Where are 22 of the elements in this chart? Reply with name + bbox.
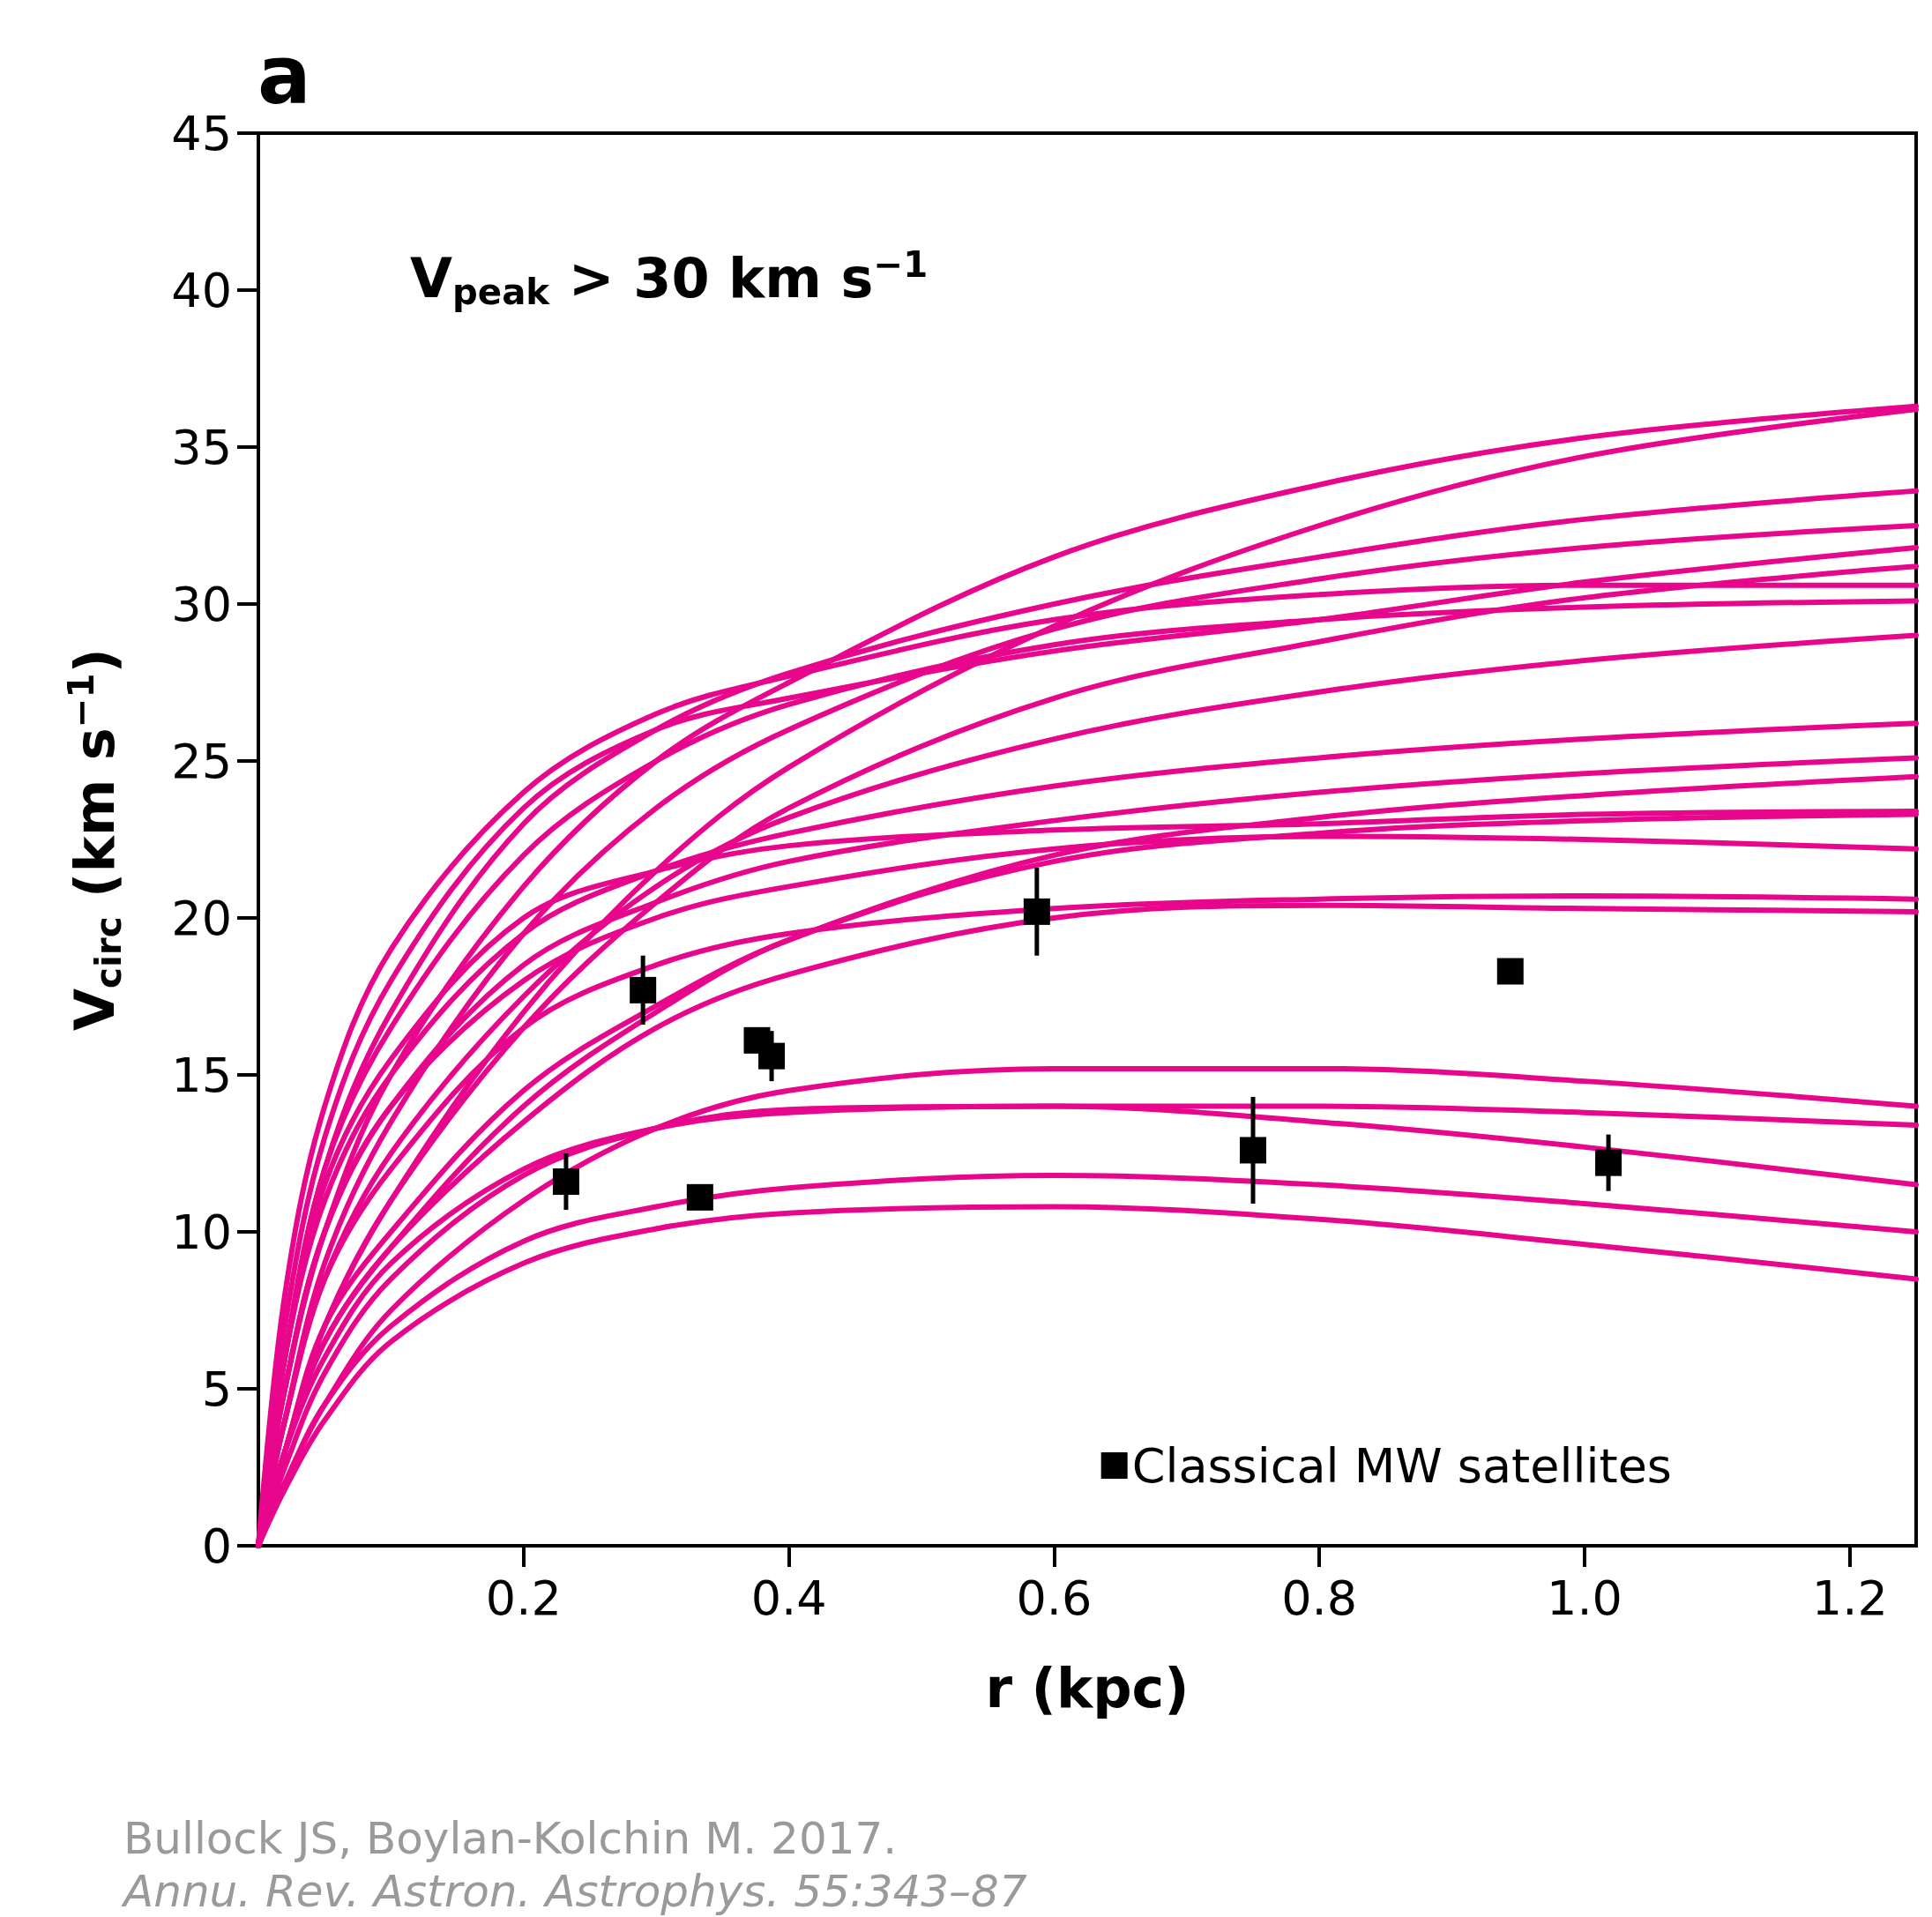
y-tick-label: 10 bbox=[171, 1204, 232, 1260]
x-tick-label: 0.8 bbox=[1281, 1570, 1358, 1626]
legend-label: Classical MW satellites bbox=[1131, 1437, 1672, 1494]
x-tick-label: 0.4 bbox=[750, 1570, 827, 1626]
text: a bbox=[257, 28, 311, 122]
y-tick-label: 35 bbox=[171, 419, 232, 475]
y-axis-title: Vcirc (km s−1) bbox=[60, 648, 130, 1031]
y-tick-label: 30 bbox=[171, 576, 232, 632]
x-tick-label: 0.2 bbox=[485, 1570, 562, 1626]
x-tick-label: 0.6 bbox=[1016, 1570, 1093, 1626]
text: Bullock JS, Boylan-Kolchin M. 2017. bbox=[123, 1813, 898, 1864]
y-tick-label: 40 bbox=[171, 262, 232, 318]
x-tick-label: 1.0 bbox=[1547, 1570, 1622, 1626]
y-tick-label: 0 bbox=[201, 1518, 232, 1574]
text: Annu. Rev. Astron. Astrophys. 55:343–87 bbox=[121, 1866, 1027, 1917]
x-axis-title: r (kpc) bbox=[985, 1655, 1190, 1720]
y-tick-label: 5 bbox=[201, 1361, 232, 1417]
y-tick-label: 20 bbox=[171, 890, 232, 946]
y-tick-label: 45 bbox=[171, 105, 232, 161]
y-tick-label: 25 bbox=[171, 733, 232, 789]
x-tick-label: 1.2 bbox=[1811, 1570, 1888, 1626]
y-tick-label: 15 bbox=[171, 1047, 232, 1103]
